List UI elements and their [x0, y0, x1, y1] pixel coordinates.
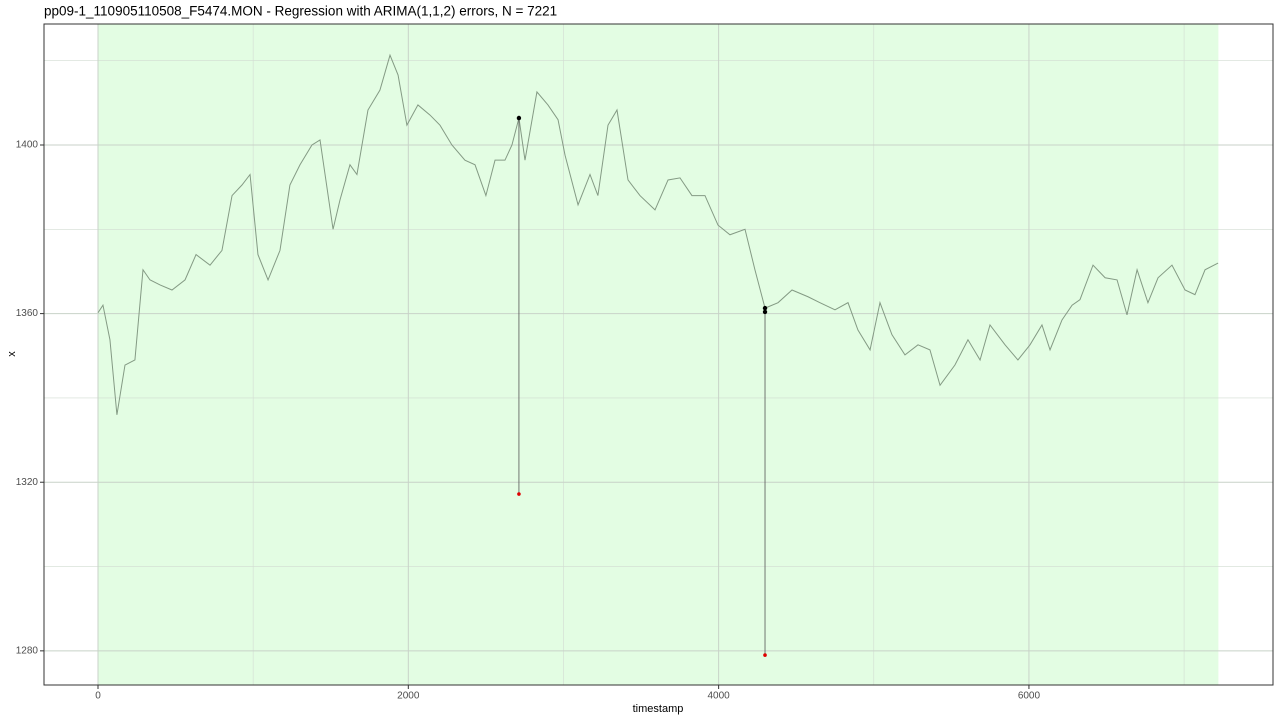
x-tick-label: 0	[95, 691, 101, 702]
y-axis-title: x	[6, 351, 18, 357]
y-tick-label: 1320	[16, 477, 39, 488]
anomaly-point	[516, 115, 522, 121]
x-tick-label: 4000	[707, 691, 730, 702]
data-line	[97, 53, 1219, 415]
chart-title: pp09-1_110905110508_F5474.MON - Regressi…	[44, 4, 557, 19]
anomaly-point	[762, 305, 768, 311]
x-tick-label: 2000	[397, 691, 420, 702]
y-tick-label: 1360	[16, 308, 39, 319]
y-tick-label: 1280	[16, 645, 39, 656]
anomaly-point	[762, 309, 768, 315]
x-axis-title: timestamp	[633, 703, 684, 715]
plot-border	[43, 23, 1274, 686]
y-tick-label: 1400	[16, 140, 39, 151]
highlight-region	[97, 24, 1219, 685]
bound-point	[763, 653, 767, 657]
x-tick-label: 6000	[1018, 691, 1041, 702]
bound-point	[517, 492, 521, 496]
